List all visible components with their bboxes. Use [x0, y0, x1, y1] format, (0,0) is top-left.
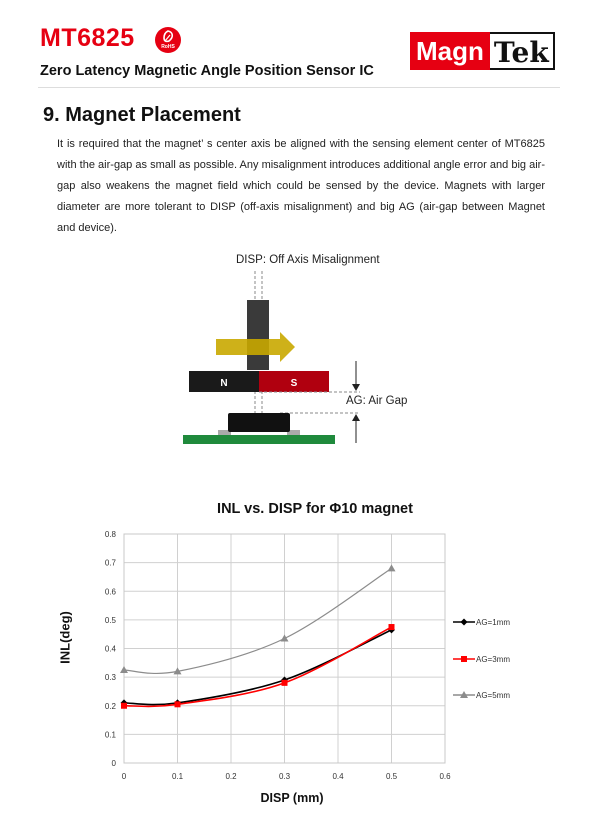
y-tick-label: 0: [112, 759, 117, 768]
product-subtitle: Zero Latency Magnetic Angle Position Sen…: [40, 63, 374, 79]
north-label: N: [220, 378, 227, 389]
data-point-AG=5mm: [120, 665, 128, 673]
ag-arrowhead-bottom: [352, 414, 360, 421]
leaf-icon: [163, 30, 174, 43]
data-point-AG=3mm: [281, 679, 288, 686]
legend-label: AG=5mm: [476, 691, 510, 700]
y-tick-label: 0.3: [105, 673, 117, 682]
y-tick-label: 0.2: [105, 702, 117, 711]
magnet-south: [259, 371, 329, 392]
y-tick-label: 0.8: [105, 530, 117, 539]
y-tick-label: 0.7: [105, 559, 117, 568]
rohs-badge: RoHS: [155, 27, 181, 53]
x-tick-label: 0.4: [332, 772, 344, 781]
series-line-AG=5mm: [123, 567, 392, 675]
disp-label: DISP: Off Axis Misalignment: [236, 254, 380, 266]
data-point-AG=3mm: [121, 702, 127, 709]
chart-title: INL vs. DISP for Φ10 magnet: [217, 501, 413, 517]
chip-lead-right: [287, 430, 300, 435]
inl-chart: INL vs. DISP for Φ10 magnet INL(deg) 0 0.…: [40, 495, 600, 815]
arrow-icon: [216, 332, 295, 362]
south-label: S: [291, 378, 298, 389]
logo-tek: Tek: [489, 32, 555, 70]
magntek-logo: Magn Tek: [410, 32, 555, 70]
data-point-AG=5mm: [387, 564, 396, 572]
pcb: [183, 435, 335, 444]
magnet-placement-diagram: N S DISP: Off Axis Misalignment AG: Air …: [180, 253, 440, 448]
x-tick-label: 0.3: [279, 772, 291, 781]
x-tick-label: 0: [122, 772, 127, 781]
page-header: MT6825 RoHS Zero Latency Magnetic Angle …: [0, 0, 600, 92]
series-line-AG=1mm: [123, 629, 392, 706]
plot-frame: [123, 533, 446, 764]
data-point-AG=5mm: [173, 667, 182, 675]
series-line-AG=3mm: [123, 626, 392, 708]
legend-label: AG=3mm: [476, 655, 510, 664]
y-tick-label: 0.5: [105, 616, 117, 625]
section-body: It is required that the magnet’ s center…: [57, 138, 545, 234]
data-point-AG=5mm: [280, 634, 289, 642]
y-tick-label: 0.6: [105, 587, 117, 596]
diagram-svg: N S: [183, 271, 360, 444]
product-title: MT6825: [40, 24, 135, 52]
y-tick-label: 0.1: [105, 730, 117, 739]
x-tick-label: 0.5: [386, 772, 398, 781]
shaft: [247, 300, 269, 370]
x-tick-label: 0.2: [225, 772, 237, 781]
legend-marker: [460, 618, 468, 626]
legend-marker: [460, 691, 468, 698]
x-tick-label: 0.1: [172, 772, 184, 781]
rohs-text: RoHS: [161, 44, 175, 50]
ag-label: AG: Air Gap: [346, 395, 408, 407]
header-divider: [38, 87, 560, 88]
legend-label: AG=1mm: [476, 618, 510, 627]
magnet-north: [189, 371, 259, 392]
legend-marker: [461, 656, 467, 662]
logo-magn: Magn: [410, 32, 490, 70]
chart-plot: 0 0.1 0.2 0.3 0.4 0.5 0.6 0.7 0.8 0 0.1 0.2 0.3 0.4 0.…: [105, 530, 510, 781]
y-tick-label: 0.4: [105, 645, 117, 654]
chip-lead-left: [218, 430, 231, 435]
x-axis-label: DISP (mm): [260, 791, 324, 805]
x-tick-label: 0.6: [439, 772, 451, 781]
sensor-chip: [228, 413, 290, 432]
data-point-AG=3mm: [174, 701, 181, 708]
ag-arrowhead-top: [352, 384, 360, 391]
data-point-AG=3mm: [388, 624, 395, 631]
section-title: 9. Magnet Placement: [43, 104, 241, 126]
